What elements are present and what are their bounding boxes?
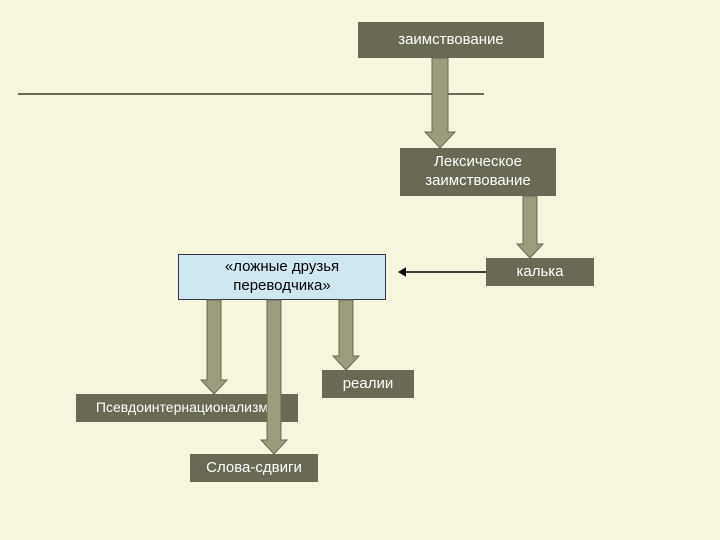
diagram-canvas: { "canvas": { "width": 720, "height": 54… — [0, 0, 720, 540]
arrows-layer — [0, 0, 720, 540]
